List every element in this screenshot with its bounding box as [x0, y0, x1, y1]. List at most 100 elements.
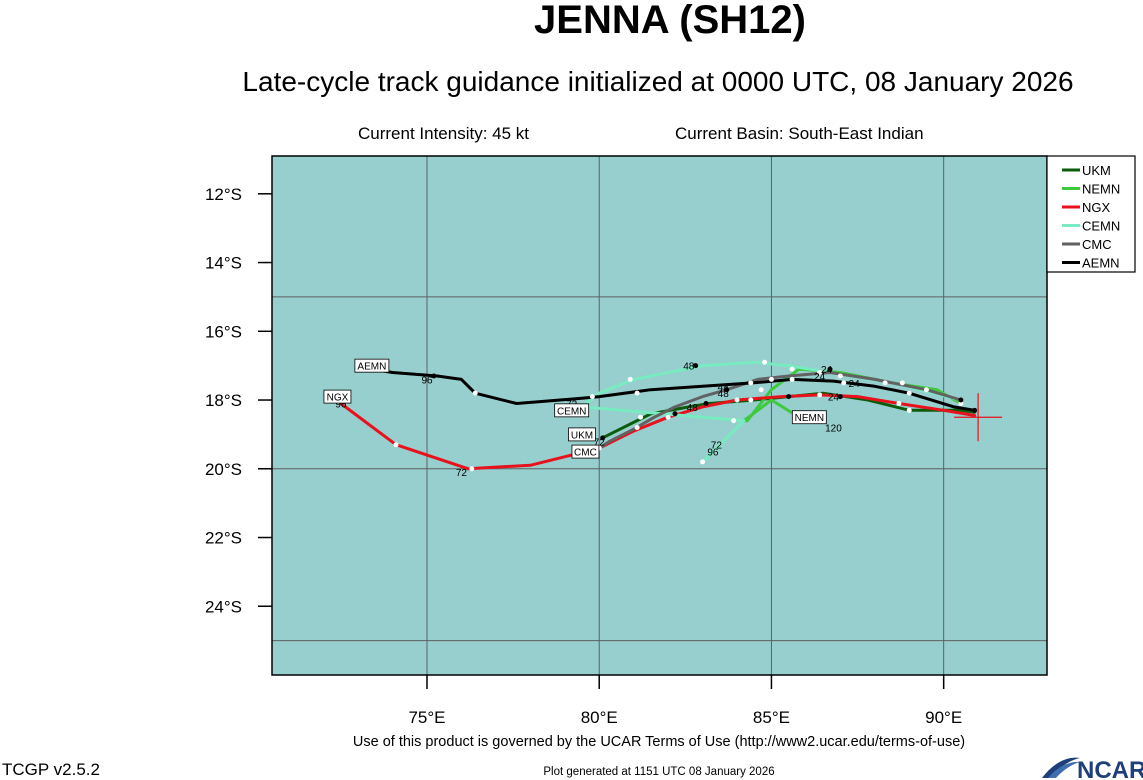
track-point-ngx: [665, 414, 671, 420]
track-point-aemn: [972, 407, 978, 413]
y-tick-label: 14°S: [205, 254, 242, 273]
track-point-cemn: [700, 459, 706, 465]
track-point-ukm: [837, 394, 843, 400]
track-point-cmc: [827, 366, 833, 372]
track-point-cmc: [724, 387, 730, 393]
track-point-cemn: [589, 394, 595, 400]
track-point-aemn: [748, 380, 754, 386]
track-point-nemn: [731, 418, 737, 424]
track-point-cmc: [958, 397, 964, 403]
track-point-cemn: [762, 359, 768, 365]
version-label: TCGP v2.5.2: [2, 760, 100, 779]
track-point-ukm: [638, 414, 644, 420]
track-point-ngx: [896, 400, 902, 406]
track-point-nemn: [899, 380, 905, 386]
forecast-hour-label: 24: [821, 365, 833, 376]
track-point-nemn: [758, 387, 764, 393]
x-tick-label: 90°E: [925, 708, 962, 727]
track-point-aemn: [431, 373, 437, 379]
track-point-ukm: [600, 435, 606, 441]
track-point-aemn: [841, 380, 847, 386]
chart-title: JENNA (SH12): [534, 0, 806, 42]
y-tick-label: 18°S: [205, 391, 242, 410]
chart-subtitle: Late-cycle track guidance initialized at…: [242, 66, 1074, 97]
track-point-cmc: [923, 387, 929, 393]
y-tick-label: 20°S: [205, 460, 242, 479]
x-tick-label: 80°E: [581, 708, 618, 727]
ncar-logo-swoosh: [1042, 757, 1080, 778]
legend-label-aemn: AEMN: [1082, 256, 1120, 271]
current-basin-label: Current Basin: South-East Indian: [675, 124, 924, 143]
forecast-hour-label-cmc: 24: [814, 372, 826, 383]
track-line-aemn: [370, 367, 977, 412]
forecast-hour-label: 72: [711, 441, 723, 452]
track-end-label-nemn: NEMN: [795, 413, 824, 424]
forecast-hour-label-aemn: 48: [718, 389, 730, 400]
track-point-nemn: [958, 400, 964, 406]
track-point-cemn: [817, 370, 823, 376]
y-tick-label: 22°S: [205, 529, 242, 548]
legend-label-cemn: CEMN: [1082, 219, 1120, 234]
legend-label-nemn: NEMN: [1082, 182, 1120, 197]
forecast-hour-label-cemn: 48: [683, 362, 695, 373]
forecast-hour-label-aemn: 96: [421, 375, 433, 386]
track-end-label-ngx: NGX: [327, 393, 349, 404]
plot-frame: [271, 155, 1048, 676]
track-point-aemn: [634, 390, 640, 396]
track-end-box-aemn: [354, 358, 390, 373]
forecast-hour-label-ukm: 48: [687, 403, 699, 414]
track-end-box-cmc: [571, 444, 600, 459]
track-point-aemn: [789, 376, 795, 382]
track-point-cemn: [882, 380, 888, 386]
track-end-label-aemn: AEMN: [357, 362, 386, 373]
track-point-ukm: [748, 397, 754, 403]
y-tick-label: 12°S: [205, 185, 242, 204]
forecast-hour-label-aemn: 24: [849, 379, 861, 390]
legend-label-ukm: UKM: [1082, 163, 1111, 178]
x-tick-label: 75°E: [408, 708, 445, 727]
forecast-hour-label-cmc: 72: [594, 437, 606, 448]
track-point-aemn: [906, 390, 912, 396]
generated-timestamp: Plot generated at 1151 UTC 08 January 20…: [543, 766, 775, 778]
terms-of-use-text: Use of this product is governed by the U…: [352, 734, 966, 750]
track-end-box-ukm: [568, 427, 596, 442]
track-point-aemn: [472, 390, 478, 396]
y-tick-label: 24°S: [205, 597, 242, 616]
track-point-ngx: [734, 397, 740, 403]
ncar-logo-swoosh-inner: [1048, 761, 1080, 778]
forecast-hour-label: 96: [707, 448, 719, 459]
track-point-ukm: [672, 411, 678, 417]
track-point-ngx: [469, 466, 475, 472]
forecast-hour-label-ngx: 96: [335, 399, 347, 410]
track-end-box-ngx: [323, 389, 352, 404]
track-point-cmc: [634, 425, 640, 431]
x-tick-label: 85°E: [753, 708, 790, 727]
track-point-cemn: [627, 376, 633, 382]
track-point-nemn: [789, 366, 795, 372]
track-point-ukm: [786, 394, 792, 400]
track-point-cemn: [693, 363, 699, 369]
track-point-ukm: [703, 400, 709, 406]
track-point-nemn: [837, 373, 843, 379]
track-end-box-cemn: [554, 403, 590, 418]
y-tick-label: 16°S: [205, 322, 242, 341]
legend-label-ngx: NGX: [1082, 200, 1111, 215]
forecast-hour-label: 120: [825, 424, 842, 435]
forecast-hour-label-ngx: 72: [456, 468, 468, 479]
ncar-logo-text: NCAR: [1077, 757, 1143, 780]
track-end-box-nemn: [791, 410, 827, 425]
ncar-logo: NCAR: [1042, 757, 1143, 780]
track-line-ngx: [339, 393, 977, 471]
track-point-ukm: [906, 407, 912, 413]
track-point-ngx: [393, 442, 399, 448]
forecast-hour-label-cmc: 48: [718, 382, 730, 393]
track-end-label-cemn: CEMN: [557, 406, 586, 417]
legend-label-cmc: CMC: [1082, 237, 1112, 252]
forecast-hour-label-ukm: 24: [828, 393, 840, 404]
current-intensity-label: Current Intensity: 45 kt: [358, 124, 530, 143]
track-end-label-ukm: UKM: [571, 430, 593, 441]
track-point-ngx: [817, 392, 823, 398]
track-end-label-cmc: CMC: [574, 448, 597, 459]
track-point-cmc: [768, 376, 774, 382]
